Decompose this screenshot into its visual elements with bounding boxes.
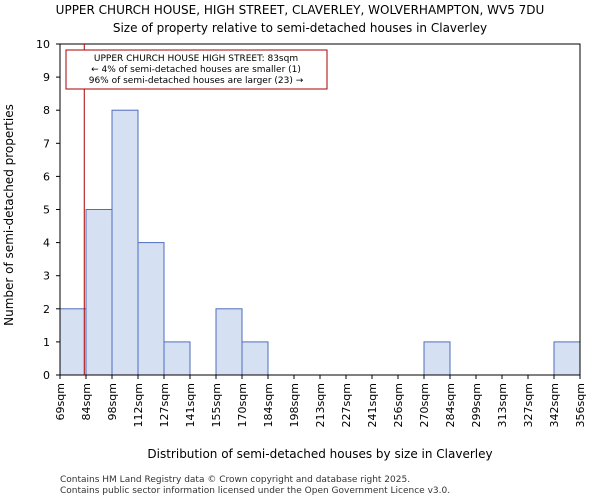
bar-112sqm [137,242,165,376]
x-tick-label: 327sqm [522,383,535,427]
x-tick-label: 155sqm [210,383,223,427]
y-tick-label: 8 [43,104,50,117]
x-tick-label: 141sqm [184,383,197,427]
bar-127sqm [163,341,191,376]
bars-group [59,109,581,376]
x-tick-label: 170sqm [236,383,249,427]
x-tick-label: 213sqm [314,383,327,427]
bar-69sqm [59,308,87,376]
x-tick-label: 256sqm [392,383,405,427]
annotation-box: UPPER CHURCH HOUSE HIGH STREET: 83sqm ← … [65,49,328,90]
x-tick-label: 184sqm [262,383,275,427]
y-axis-ticks: 0 1 2 3 4 5 6 7 8 9 10 [36,38,60,382]
footer-line-1: Contains HM Land Registry data © Crown c… [60,475,410,485]
x-tick-label: 198sqm [288,383,301,427]
x-tick-label: 241sqm [366,383,379,427]
x-tick-label: 69sqm [54,383,67,420]
y-tick-label: 7 [43,137,50,150]
y-axis-label: Number of semi-detached properties [2,104,16,326]
x-tick-label: 299sqm [470,383,483,427]
x-axis-ticks: 69sqm 84sqm 98sqm 112sqm 127sqm 141sqm 155sqm 1… [54,375,587,427]
x-tick-label: 227sqm [340,383,353,427]
x-tick-label: 127sqm [158,383,171,427]
y-tick-label: 9 [43,71,50,84]
y-tick-label: 1 [43,336,50,349]
plot-area-frame [59,43,581,376]
x-tick-label: 84sqm [80,383,93,420]
x-tick-label: 98sqm [106,383,119,420]
y-tick-label: 3 [43,270,50,283]
bar-270sqm [423,341,451,376]
annotation-line-2: ← 4% of semi-detached houses are smaller… [91,65,301,75]
x-tick-label: 356sqm [574,383,587,427]
x-axis-label: Distribution of semi-detached houses by … [147,447,492,461]
bar-155sqm [215,308,243,376]
x-tick-label: 284sqm [444,383,457,427]
x-tick-label: 112sqm [132,383,145,427]
y-tick-label: 6 [43,170,50,183]
x-tick-label: 313sqm [496,383,509,427]
y-tick-label: 2 [43,303,50,316]
y-tick-label: 0 [43,369,50,382]
bar-342sqm [553,341,581,376]
bar-170sqm [241,341,269,376]
footer-line-2: Contains public sector information licen… [60,486,450,496]
x-tick-label: 342sqm [548,383,561,427]
chart-subtitle: Size of property relative to semi-detach… [113,21,487,35]
bar-98sqm [111,109,139,376]
y-tick-label: 5 [43,204,50,217]
annotation-border [65,49,328,90]
bar-84sqm [85,209,113,376]
annotation-line-1: UPPER CHURCH HOUSE HIGH STREET: 83sqm [94,54,298,64]
y-tick-label: 10 [36,38,50,51]
annotation-line-3: 96% of semi-detached houses are larger (… [89,76,304,86]
y-tick-label: 4 [43,237,50,250]
chart-title: UPPER CHURCH HOUSE, HIGH STREET, CLAVERL… [56,3,545,17]
x-tick-label: 270sqm [418,383,431,427]
